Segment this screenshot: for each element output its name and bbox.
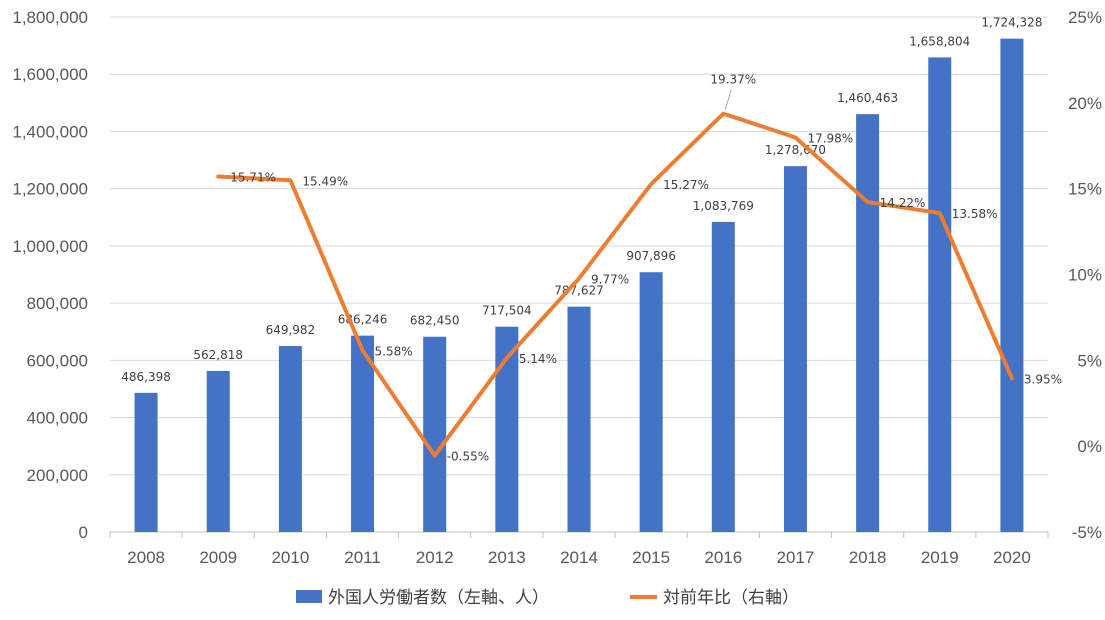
bar-series xyxy=(134,38,1024,533)
bar xyxy=(1000,38,1024,532)
right-tick-label: -5% xyxy=(1072,523,1102,542)
bar xyxy=(278,346,302,532)
line-data-label: 5.14% xyxy=(519,352,557,366)
left-tick-label: 600,000 xyxy=(27,351,88,370)
right-tick-label: 15% xyxy=(1068,180,1102,199)
line-data-label: 9.77% xyxy=(591,272,629,286)
bar xyxy=(134,392,158,532)
x-tick-label: 2010 xyxy=(271,548,309,567)
right-tick-label: 20% xyxy=(1068,94,1102,113)
x-tick-label: 2017 xyxy=(777,548,815,567)
left-tick-label: 1,400,000 xyxy=(12,122,88,141)
line-data-label: 15.49% xyxy=(302,174,348,188)
right-tick-label: 25% xyxy=(1068,8,1102,27)
bar-data-label: 562,818 xyxy=(193,348,243,362)
left-tick-label: 800,000 xyxy=(27,294,88,313)
bar-data-label: 649,982 xyxy=(266,323,316,337)
x-tick-label: 2013 xyxy=(488,548,526,567)
line-data-label: 14.22% xyxy=(880,196,926,210)
left-tick-label: 400,000 xyxy=(27,409,88,428)
bar xyxy=(495,326,519,532)
bar-data-label: 1,658,804 xyxy=(909,34,970,48)
bar-data-label: 1,083,769 xyxy=(693,199,754,213)
x-tick-label: 2011 xyxy=(344,548,381,567)
legend-line-label: 対前年比（右軸） xyxy=(663,588,799,608)
x-axis: 2008 2009 2010 2011 2012 2013 2014 2015 2016 2017… xyxy=(109,532,1049,567)
bar xyxy=(711,221,735,533)
right-axis: -5% 0% 5% 10% 15% 20% 25% xyxy=(1068,8,1102,542)
bar-data-label: 1,724,328 xyxy=(981,16,1042,30)
x-tick-label: 2014 xyxy=(560,548,598,567)
line-series xyxy=(216,111,1014,458)
bar-data-label: 682,450 xyxy=(410,314,460,328)
bar xyxy=(567,306,591,532)
line-data-label: 19.37% xyxy=(710,73,756,87)
bar-data-label: 907,896 xyxy=(626,249,676,263)
bar xyxy=(928,57,952,533)
left-tick-label: 200,000 xyxy=(27,466,88,485)
bar xyxy=(351,335,375,532)
left-tick-label: 1,200,000 xyxy=(12,180,88,199)
x-tick-label: 2019 xyxy=(921,548,959,567)
line-data-labels: 15.71% 15.49% 5.58% -0.55% 5.14% 9.77% 15.27% 1… xyxy=(230,73,1062,464)
line-data-label: 15.27% xyxy=(663,178,709,192)
line-data-label: 15.71% xyxy=(230,170,276,184)
bar-data-label: 686,246 xyxy=(338,313,388,327)
bar xyxy=(783,166,807,532)
line-data-label: 3.95% xyxy=(1024,372,1062,386)
left-tick-label: 1,000,000 xyxy=(12,237,88,256)
x-tick-label: 2012 xyxy=(416,548,454,567)
bar xyxy=(206,370,230,532)
bar-data-label: 1,460,463 xyxy=(837,91,898,105)
left-tick-label: 0 xyxy=(79,523,88,542)
legend-bar-label: 外国人労働者数（左軸、人） xyxy=(328,588,549,608)
line-data-label: 13.58% xyxy=(952,207,998,221)
bar-data-label: 486,398 xyxy=(121,370,171,384)
line-data-label: -0.55% xyxy=(447,450,489,464)
left-axis: 0 200,000 400,000 600,000 800,000 1,000,000 1,… xyxy=(12,8,88,542)
x-tick-label: 2016 xyxy=(704,548,742,567)
x-tick-label: 2015 xyxy=(632,548,670,567)
bar xyxy=(639,272,663,532)
line-path xyxy=(216,111,1014,458)
right-tick-label: 10% xyxy=(1068,266,1102,285)
x-tick-label: 2018 xyxy=(849,548,887,567)
right-tick-label: 5% xyxy=(1077,351,1102,370)
bar-data-label: 717,504 xyxy=(482,304,532,318)
right-tick-label: 0% xyxy=(1077,437,1102,456)
bar xyxy=(423,336,447,532)
left-tick-label: 1,800,000 xyxy=(12,8,88,27)
x-tick-label: 2020 xyxy=(993,548,1031,567)
x-tick-label: 2008 xyxy=(127,548,165,567)
gridlines xyxy=(110,16,1048,533)
line-data-label: 17.98% xyxy=(807,132,853,146)
bar xyxy=(856,114,880,532)
x-tick-label: 2009 xyxy=(199,548,237,567)
leader-line xyxy=(724,89,732,110)
left-tick-label: 1,600,000 xyxy=(12,65,88,84)
legend: 外国人労働者数（左軸、人） 対前年比（右軸） xyxy=(296,588,799,608)
line-data-label: 5.58% xyxy=(375,344,413,358)
legend-bar-swatch xyxy=(296,590,322,603)
